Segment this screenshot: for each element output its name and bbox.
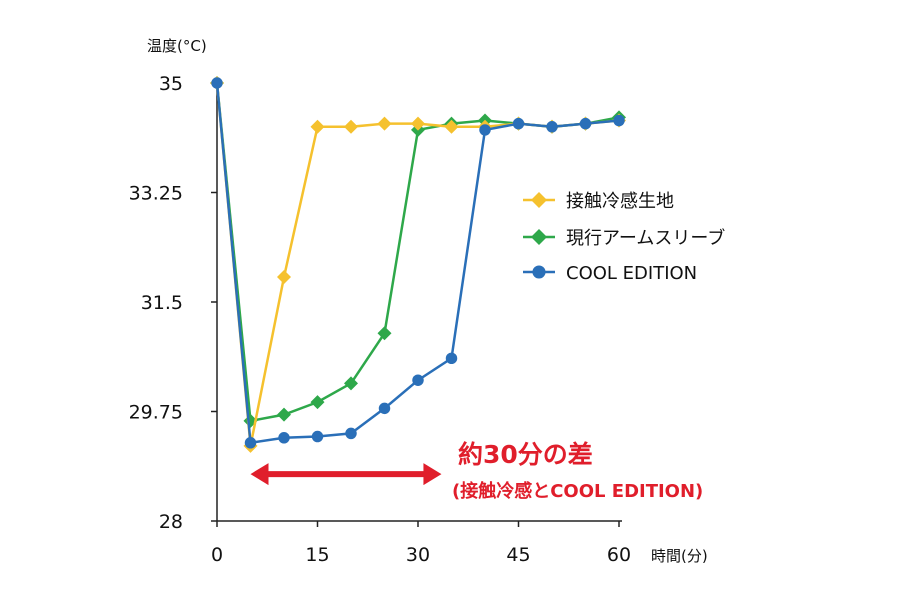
data-point xyxy=(310,119,325,134)
annotation-arrow-head-left xyxy=(250,463,269,486)
data-point xyxy=(211,77,223,89)
data-point xyxy=(512,117,525,130)
data-point xyxy=(278,432,290,444)
data-point xyxy=(546,121,558,133)
data-point xyxy=(445,352,458,365)
x-tick-label: 30 xyxy=(406,544,430,566)
legend-label: 接触冷感生地 xyxy=(566,191,674,212)
annotation-arrow-head-right xyxy=(423,463,442,486)
legend-label: 現行アームスリーブ xyxy=(566,227,725,249)
data-point xyxy=(344,119,358,134)
data-point xyxy=(377,116,392,131)
y-axis-title: 温度(°C) xyxy=(147,37,207,55)
x-ticks: 0 15 30 45 60 xyxy=(211,521,631,566)
data-point xyxy=(613,114,625,127)
y-tick-label: 29.75 xyxy=(129,402,183,424)
data-point xyxy=(277,269,291,284)
series-layer xyxy=(210,76,626,453)
data-point xyxy=(411,116,425,131)
data-point xyxy=(579,117,592,130)
legend-entry: 接触冷感生地 xyxy=(523,191,674,212)
y-ticks: 35 33.25 31.5 29.75 28 xyxy=(129,73,217,533)
legend-entry: 現行アームスリーブ xyxy=(523,227,725,249)
legend-marker xyxy=(531,192,547,208)
data-point xyxy=(344,376,358,391)
x-tick-label: 60 xyxy=(607,544,631,566)
data-point xyxy=(479,124,491,136)
x-tick-label: 45 xyxy=(506,544,530,566)
annotation-sub-text: (接触冷感とCOOL EDITION) xyxy=(452,480,703,502)
annotation-main-text: 約30分の差 xyxy=(458,440,593,469)
data-point xyxy=(378,402,391,415)
legend-entry: COOL EDITION xyxy=(523,263,697,284)
y-tick-label: 31.5 xyxy=(141,292,183,314)
data-point xyxy=(311,430,324,443)
annotation: 約30分の差 (接触冷感とCOOL EDITION) xyxy=(250,440,703,502)
data-point xyxy=(345,427,357,440)
data-point xyxy=(277,407,291,422)
x-tick-label: 15 xyxy=(305,544,329,566)
y-tick-label: 28 xyxy=(159,511,183,533)
legend-label: COOL EDITION xyxy=(566,263,697,284)
legend-marker xyxy=(531,229,547,245)
series-2 xyxy=(211,77,625,449)
legend-marker xyxy=(532,265,546,279)
data-point xyxy=(310,395,325,410)
data-point xyxy=(377,326,392,341)
axes xyxy=(216,80,622,522)
x-axis-title: 時間(分) xyxy=(651,547,708,565)
data-point xyxy=(244,437,257,449)
data-point xyxy=(444,119,459,134)
y-tick-label: 33.25 xyxy=(129,183,183,205)
data-point xyxy=(412,374,424,386)
x-tick-label: 0 xyxy=(211,544,223,566)
y-tick-label: 35 xyxy=(159,73,183,95)
